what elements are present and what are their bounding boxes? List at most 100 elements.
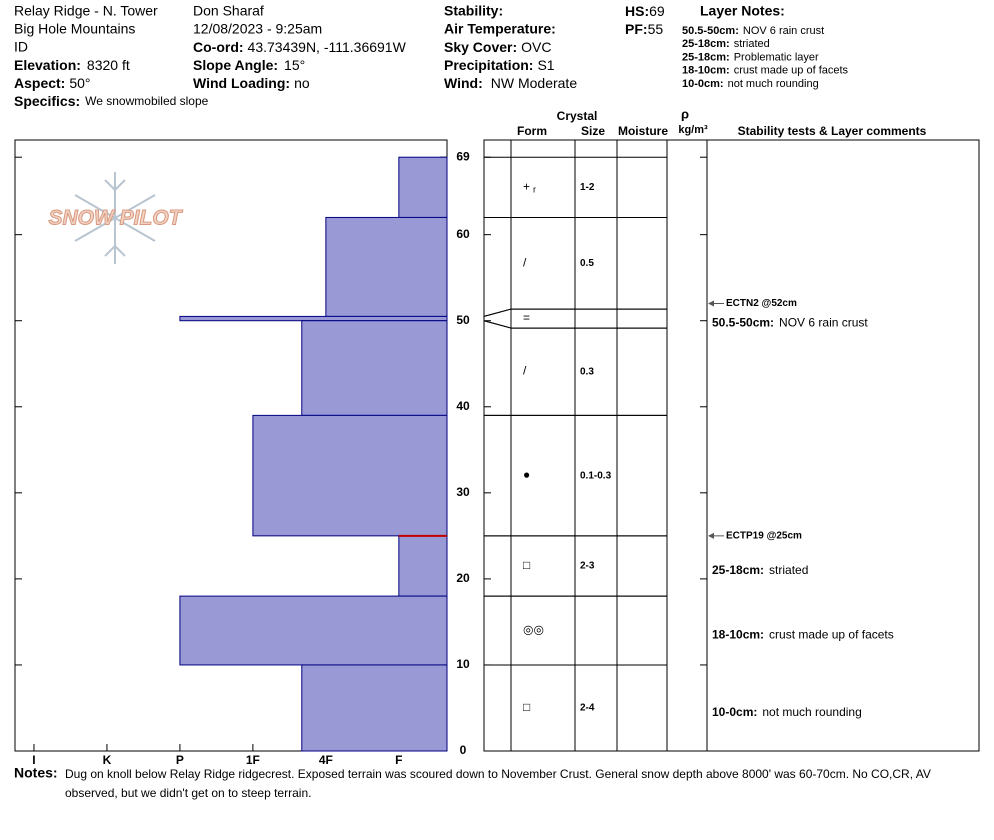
form-sub: r (533, 185, 536, 195)
logo-flake (74, 172, 156, 264)
label: Elevation: (14, 57, 81, 73)
layer-note: 25-18cm: striated (682, 38, 770, 50)
range: Big Hole Mountains (14, 21, 135, 37)
form-symbol: = (523, 311, 530, 325)
form-symbol: ● (523, 468, 530, 482)
label: Co-ord: (193, 39, 244, 55)
note-text: not much rounding (728, 78, 819, 90)
value: 69 (649, 3, 665, 19)
coord: Co-ord: 43.73439N, -111.36691W (193, 39, 407, 55)
hardness-bar (301, 320, 448, 416)
slope-angle: Slope Angle: 15° (193, 57, 305, 73)
value: no (294, 75, 310, 91)
note-text: striated (734, 38, 770, 50)
y-tick-label: 10 (456, 657, 470, 671)
y-tick-label: 20 (456, 571, 470, 585)
y-tick-label: 50 (456, 313, 470, 327)
hardness-bar (179, 595, 448, 666)
x-tick-label: 4F (319, 753, 333, 767)
grain-form: = (523, 311, 530, 325)
header-moisture: Moisture (618, 124, 668, 138)
x-tick-label: F (395, 753, 402, 767)
state: ID (14, 39, 28, 55)
grain-form: + r (523, 180, 536, 195)
note-range: 10-0cm: (682, 78, 724, 90)
form-symbol: / (523, 255, 527, 269)
grain-size: 2-4 (580, 703, 595, 714)
hardness-bar (301, 664, 448, 752)
value: 43.73439N, -111.36691W (248, 39, 407, 55)
comment-text: striated (769, 563, 808, 577)
value: 15° (284, 57, 305, 73)
location: Relay Ridge - N. Tower (14, 3, 158, 19)
y-tick-label: 69 (456, 149, 470, 163)
hardness-bar (398, 156, 448, 218)
note-text: crust made up of facets (734, 65, 849, 77)
x-tick-label: 1F (246, 753, 260, 767)
sky-cover: Sky Cover: OVC (444, 39, 552, 55)
layer-boundary-link (483, 320, 512, 329)
x-tick-label: K (103, 753, 112, 767)
test-label: ECTN2 @52cm (726, 298, 797, 309)
elevation: Elevation: 8320 ft (14, 57, 130, 73)
layer-note: 25-18cm: Problematic layer (682, 51, 819, 63)
note-range: 50.5-50cm: (682, 25, 739, 37)
y-tick-label: 0 (460, 743, 467, 757)
header-density-unit: kg/m³ (678, 124, 708, 136)
grain-size: 0.5 (580, 258, 594, 269)
x-tick-label: I (32, 753, 35, 767)
aspect: Aspect: 50° (14, 75, 91, 91)
stability: Stability: (444, 3, 503, 19)
layer-notes-title: Layer Notes: (700, 3, 785, 19)
layer-comment: 10-0cm: not much rounding (712, 705, 862, 719)
comment-range: 25-18cm: (712, 563, 764, 577)
test-arrowhead (708, 300, 714, 307)
hs: HS:69 (625, 3, 665, 19)
label: Aspect: (14, 75, 65, 91)
hardness-bar (325, 216, 448, 317)
y-tick-label: 30 (456, 485, 470, 499)
value: 50° (69, 75, 90, 91)
layer-note: 50.5-50cm: NOV 6 rain crust (682, 25, 824, 37)
label: Precipitation: (444, 57, 533, 73)
grain-form: / (523, 364, 527, 378)
grain-size: 1-2 (580, 182, 595, 193)
layer-comment: 50.5-50cm: NOV 6 rain crust (712, 316, 868, 330)
label: Wind Loading: (193, 75, 290, 91)
note-text: Problematic layer (734, 51, 819, 63)
header-form: Form (517, 124, 547, 138)
x-tick-label: P (176, 753, 184, 767)
precipitation: Precipitation: S1 (444, 57, 555, 73)
layer-comment: 25-18cm: striated (712, 563, 808, 577)
specifics: Specifics: We snowmobiled slope (14, 93, 209, 109)
form-symbol: / (523, 364, 527, 378)
grain-size: 2-3 (580, 561, 595, 572)
grain-size: 0.1-0.3 (580, 470, 612, 481)
comment-text: not much rounding (762, 705, 861, 719)
header-crystal: Crystal (557, 109, 598, 123)
form-symbol: □ (523, 558, 530, 572)
grain-form: □ (523, 700, 530, 714)
grain-size: 0.3 (580, 366, 594, 377)
grain-form: ● (523, 468, 530, 482)
form-symbol: + (523, 180, 530, 194)
table-frame (483, 139, 980, 752)
hardness-bar (252, 414, 448, 537)
air-temperature: Air Temperature: (444, 21, 556, 37)
notes-label: Notes: (14, 765, 58, 781)
hardness-bar (179, 315, 448, 322)
value: S1 (537, 57, 554, 73)
wind: Wind: NW Moderate (444, 75, 577, 91)
comment-text: crust made up of facets (769, 628, 894, 642)
form-symbol: ◎◎ (523, 623, 544, 637)
wind-loading: Wind Loading: no (193, 75, 310, 91)
grain-form: / (523, 255, 527, 269)
comment-range: 50.5-50cm: (712, 316, 774, 330)
label: Specifics: (14, 93, 80, 109)
y-tick-label: 60 (456, 227, 470, 241)
header-comments: Stability tests & Layer comments (738, 124, 927, 138)
form-symbol: □ (523, 700, 530, 714)
table-columns (510, 140, 708, 751)
layer-boundary-link (483, 308, 512, 317)
